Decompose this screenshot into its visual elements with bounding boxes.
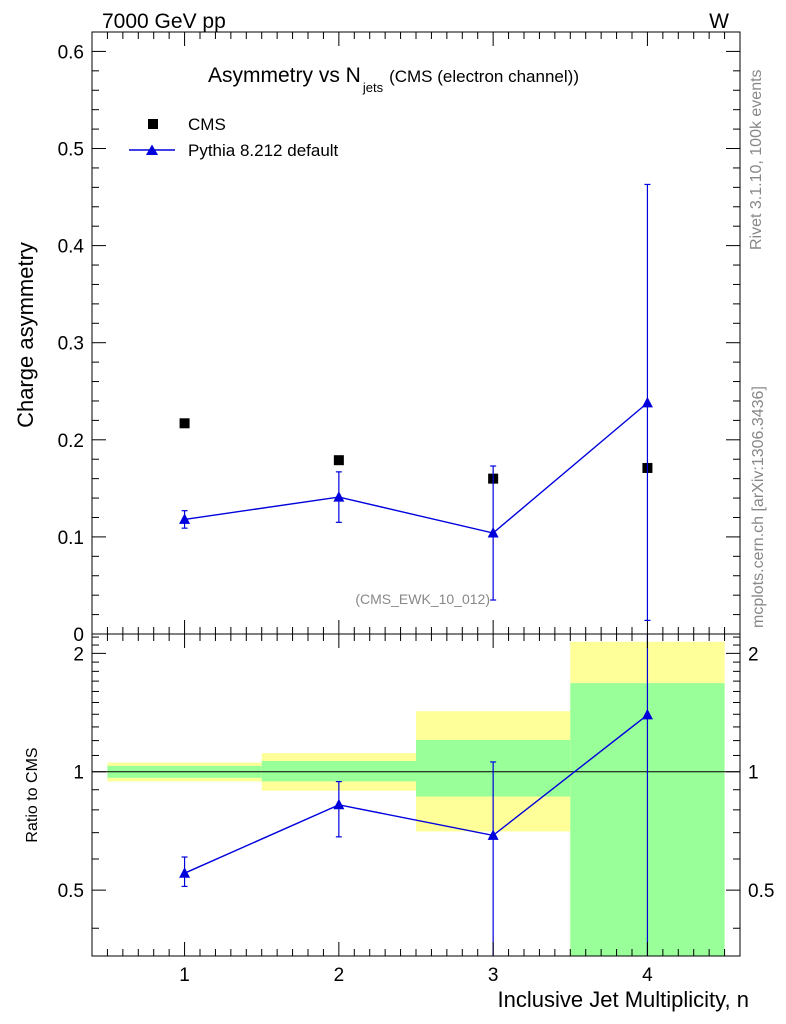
ratio-band-green (261, 760, 416, 782)
ratio-data-point (179, 867, 191, 878)
x-tick-label: 3 (488, 965, 499, 986)
legend-pythia-marker (146, 144, 158, 155)
main-y-tick-label: 0.5 (58, 140, 84, 161)
cms-data-point (179, 418, 190, 429)
main-y-tick-label: 0.4 (58, 237, 85, 258)
ratio-data-point (333, 798, 345, 810)
ratio-y-tick-labels: 0.5 0.5 1 1 2 2 (58, 644, 775, 902)
main-data-layer (179, 183, 653, 622)
plot-title-main: Asymmetry vs N (208, 64, 361, 87)
legend-cms-label: CMS (188, 115, 226, 134)
ratio-data-layer (179, 634, 653, 956)
ratio-y-tick-label-right: 0.5 (748, 881, 774, 902)
energy-label: 7000 GeV pp (102, 10, 226, 33)
x-tick-label: 4 (642, 965, 653, 986)
main-y-axis-label: Charge asymmetry (13, 242, 38, 428)
main-y-tick-label: 0.2 (58, 431, 84, 452)
analysis-label: (CMS_EWK_10_012) (355, 591, 490, 607)
mcplots-label: mcplots.cern.ch [arXiv:1306.3436] (750, 386, 767, 628)
main-y-tick-label: 0.6 (58, 42, 84, 63)
rivet-version-label: Rivet 3.1.10, 100k events (748, 69, 765, 250)
plot-title: Asymmetry vs Njets (CMS (electron channel… (208, 64, 579, 95)
ratio-panel: 0.5 0.5 1 1 2 2 1 2 3 4 Ratio to CMS Inclusive J… (24, 633, 775, 1012)
pythia-series-line (184, 402, 648, 534)
ratio-data-point (641, 708, 653, 720)
pythia-data-point (333, 491, 345, 502)
ratio-y-tick-label-right: 2 (748, 644, 759, 665)
ratio-y-axis-label: Ratio to CMS (24, 747, 41, 842)
x-tick-label: 2 (334, 965, 345, 986)
pythia-data-point (487, 527, 499, 538)
cms-data-point (333, 455, 344, 466)
ratio-series-line (184, 714, 648, 874)
main-panel: 0 0.1 0.2 0.3 0.4 0.5 0.6 Charge asymmetry Asy… (13, 31, 741, 646)
ratio-y-tick-label-left: 2 (73, 644, 84, 665)
legend-cms-marker (148, 119, 158, 129)
x-tick-labels: 1 2 3 4 (179, 965, 653, 986)
main-y-tick-label: 0 (73, 625, 84, 646)
ratio-data-point (487, 829, 499, 840)
main-axis-ticks (92, 32, 740, 635)
main-y-tick-label: 0.3 (58, 334, 84, 355)
x-axis-label: Inclusive Jet Multiplicity, n (498, 987, 749, 1012)
plot-title-suffix: (CMS (electron channel)) (389, 67, 579, 86)
ratio-y-tick-label-right: 1 (748, 763, 759, 784)
legend-pythia-label: Pythia 8.212 default (188, 141, 339, 160)
pythia-data-point (179, 513, 191, 524)
plot-title-subscript: jets (362, 80, 384, 95)
main-y-tick-label: 0.1 (58, 528, 84, 549)
ratio-y-tick-label-left: 1 (73, 763, 84, 784)
process-label: W (709, 10, 729, 33)
main-y-tick-labels: 0 0.1 0.2 0.3 0.4 0.5 0.6 (58, 42, 85, 646)
ratio-axis-ticks (92, 634, 740, 956)
x-tick-label: 1 (179, 965, 190, 986)
ratio-frame (91, 633, 741, 957)
legend: CMS Pythia 8.212 default (129, 115, 339, 160)
pythia-data-point (641, 396, 653, 408)
ratio-y-tick-label-left: 0.5 (58, 881, 84, 902)
ratio-uncertainty-bands (107, 641, 725, 956)
